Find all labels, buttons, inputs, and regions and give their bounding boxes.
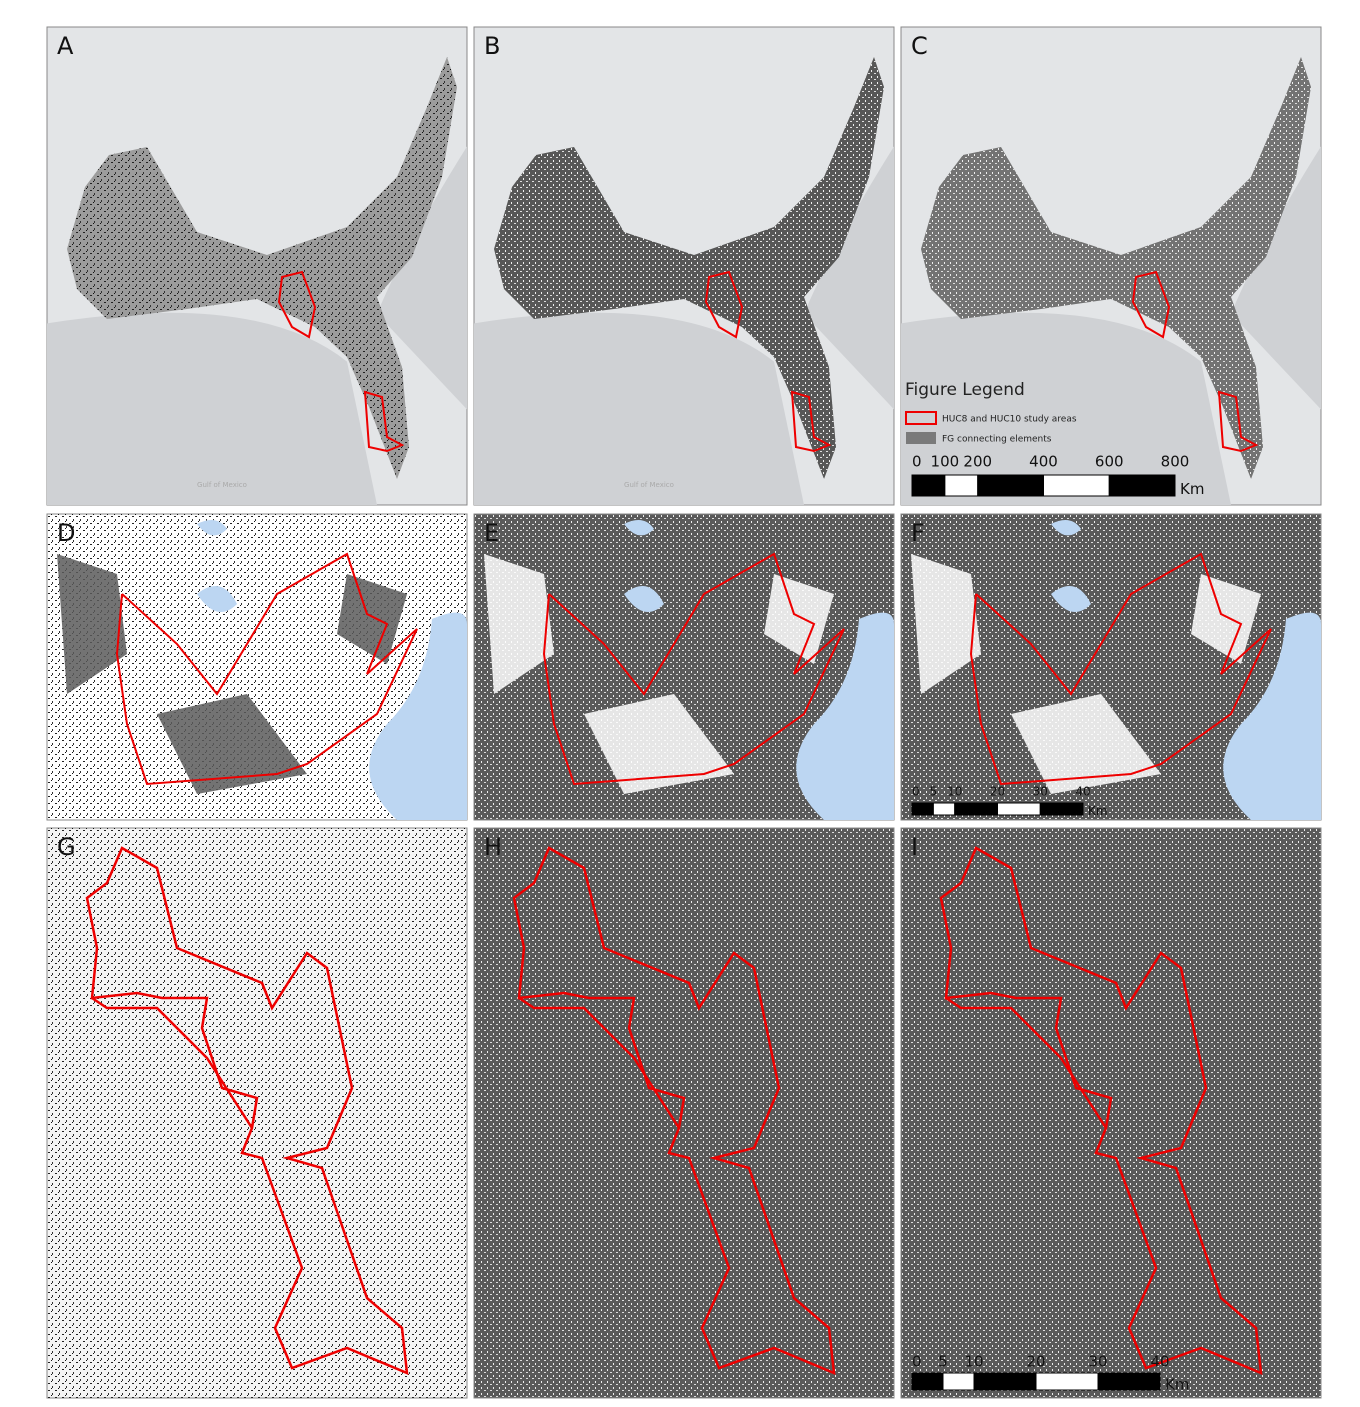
scale-label: 400 <box>1029 453 1058 471</box>
scale-segment <box>998 803 1041 815</box>
panel-label: G <box>57 833 76 861</box>
land-cover <box>47 828 467 1398</box>
scale-label: 20 <box>1026 1353 1045 1371</box>
map-panel: F <box>901 514 1321 820</box>
panel-label: D <box>57 519 75 547</box>
scale-label: 5 <box>938 1353 948 1371</box>
scale-segment <box>974 1373 1036 1390</box>
scale-segment <box>1036 1373 1098 1390</box>
legend-title: Figure Legend <box>905 380 1025 400</box>
panel-label: B <box>484 32 500 60</box>
scale-segment <box>1044 475 1110 496</box>
page: {"panels": [{"label": "A"}, {"label": "B… <box>0 0 1360 1403</box>
scale-segment <box>1109 475 1175 496</box>
scale-segment <box>943 1373 974 1390</box>
scale-unit: Km <box>1088 804 1108 818</box>
scale-segment <box>912 475 945 496</box>
scale-label: 0 <box>912 453 922 471</box>
scale-segment <box>1098 1373 1160 1390</box>
scale-label: 0 <box>912 1353 922 1371</box>
scale-segment <box>933 803 954 815</box>
scale-label: 5 <box>930 785 938 799</box>
panel-label: I <box>911 833 918 861</box>
legend-item: FG connecting elements <box>942 435 1052 445</box>
panel-label: H <box>484 833 502 861</box>
scale-segment <box>912 1373 943 1390</box>
scale-unit: Km <box>1180 480 1204 498</box>
scale-label: 600 <box>1095 453 1124 471</box>
scale-unit: Km <box>1165 1375 1189 1393</box>
scale-label: 20 <box>990 785 1005 799</box>
gulf-label: Gulf of Mexico <box>624 481 674 489</box>
map-panel: Gulf of Mexico B <box>474 27 894 505</box>
scale-label: 10 <box>964 1353 983 1371</box>
panel-label: C <box>911 32 928 60</box>
scale-label: 40 <box>1150 1353 1169 1371</box>
map-panel: E <box>474 514 894 820</box>
scale-label: 200 <box>963 453 992 471</box>
scale-label: 40 <box>1075 785 1090 799</box>
scale-label: 10 <box>947 785 962 799</box>
gulf-label: Gulf of Mexico <box>197 481 247 489</box>
scale-label: 100 <box>931 453 960 471</box>
scale-label: 30 <box>1033 785 1048 799</box>
map-panel: H <box>474 828 894 1398</box>
legend-item: HUC8 and HUC10 study areas <box>942 415 1077 425</box>
scale-segment <box>978 475 1044 496</box>
land-cover <box>474 828 894 1398</box>
scale-label: 0 <box>912 785 920 799</box>
panel-label: A <box>57 32 74 60</box>
scale-segment <box>912 803 933 815</box>
figure: Gulf of MexicoAGulf of MexicoBGulf of Me… <box>0 0 1360 1403</box>
panel-label: E <box>484 519 499 547</box>
map-panel: D <box>47 514 467 820</box>
map-panel: Gulf of Mexico A <box>47 27 467 505</box>
scale-segment <box>945 475 978 496</box>
scale-label: 30 <box>1088 1353 1107 1371</box>
map-panel: I <box>901 828 1321 1398</box>
scale-segment <box>955 803 998 815</box>
map-panel: Gulf of MexicoC <box>901 27 1321 505</box>
scale-segment <box>1040 803 1083 815</box>
scale-label: 800 <box>1161 453 1190 471</box>
panel-label: F <box>911 519 925 547</box>
legend-swatch-fill <box>906 432 936 444</box>
map-panel: G <box>47 828 467 1398</box>
land-cover <box>901 828 1321 1398</box>
